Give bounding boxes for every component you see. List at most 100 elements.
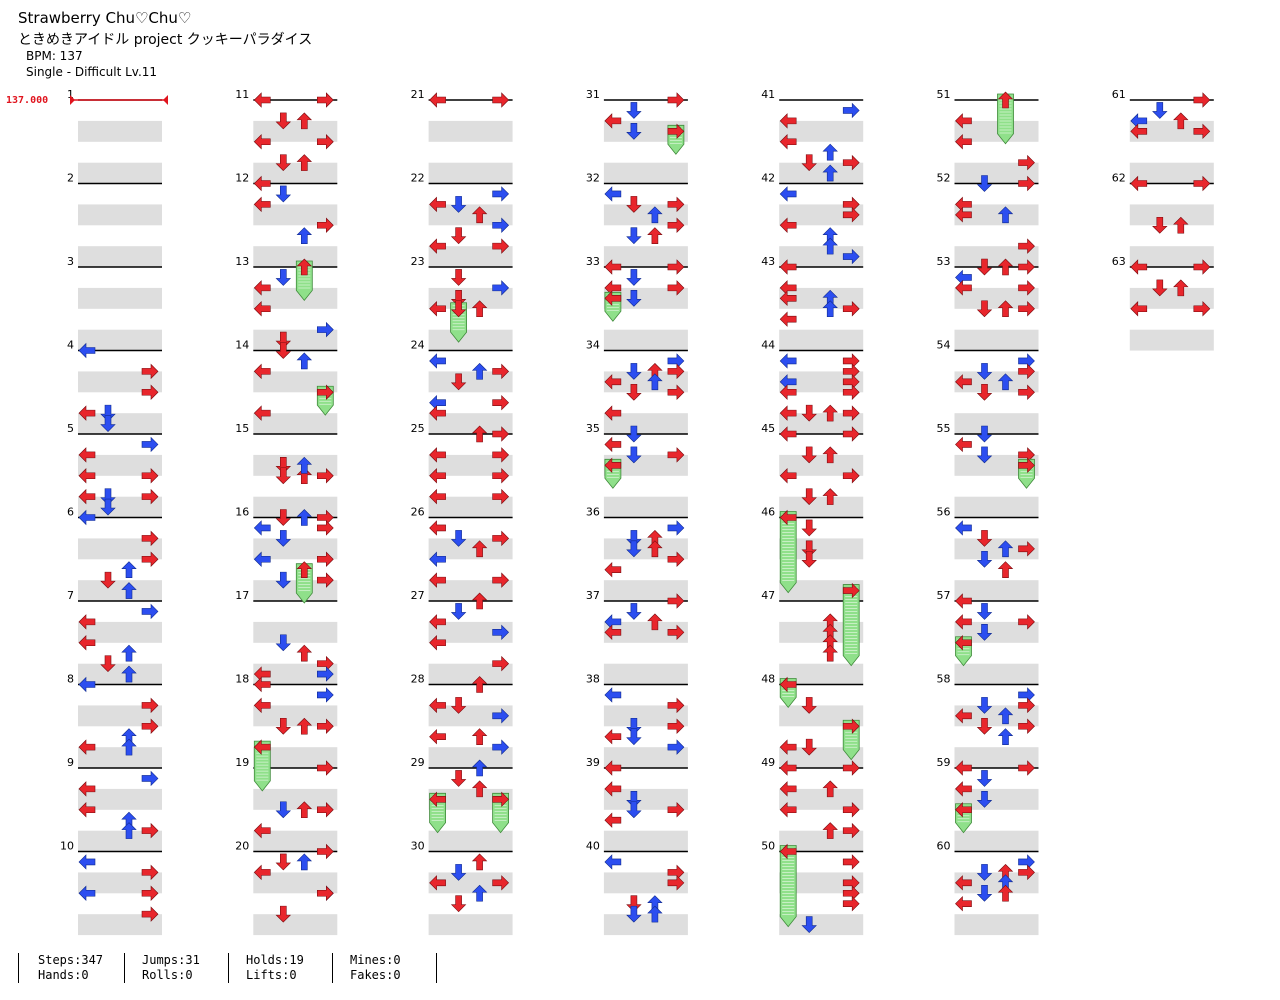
left-arrow-icon xyxy=(604,374,622,390)
right-arrow-icon xyxy=(842,854,860,870)
hold-note xyxy=(253,739,271,792)
measure-24: 24 xyxy=(411,339,513,435)
measure-number: 34 xyxy=(586,339,600,352)
beat-band xyxy=(428,454,513,476)
hold-body xyxy=(253,740,271,792)
left-arrow-icon xyxy=(429,353,446,369)
measure-number: 63 xyxy=(1112,255,1126,268)
up-arrow-icon xyxy=(296,456,313,474)
stat-holds: Holds:19 xyxy=(246,953,304,967)
measure-number: 4 xyxy=(67,339,74,352)
down-arrow-icon xyxy=(626,446,642,464)
up-arrow-icon xyxy=(822,488,838,505)
beat-band xyxy=(603,621,688,643)
right-arrow-icon xyxy=(667,92,685,108)
right-arrow-icon xyxy=(141,488,159,505)
measure-number: 47 xyxy=(761,589,775,602)
right-arrow-icon xyxy=(316,802,334,818)
left-arrow-icon xyxy=(429,697,446,714)
beat-band xyxy=(603,830,688,852)
left-arrow-icon xyxy=(604,259,622,275)
beat-band xyxy=(779,538,864,560)
left-arrow-icon xyxy=(253,301,271,317)
measure-55: 55 xyxy=(937,422,1039,518)
down-arrow-icon xyxy=(450,196,467,213)
beat-band xyxy=(603,914,688,936)
right-arrow-icon xyxy=(1018,175,1035,192)
left-arrow-icon xyxy=(955,614,972,630)
left-arrow-icon xyxy=(78,447,96,463)
measure-number: 8 xyxy=(67,673,74,686)
bpm-change-right-tick xyxy=(163,95,168,105)
right-arrow-icon xyxy=(316,321,334,338)
measure-25: 25 xyxy=(411,422,513,518)
stats-divider xyxy=(18,953,19,983)
left-arrow-icon xyxy=(429,488,446,505)
left-arrow-icon xyxy=(779,134,797,150)
up-arrow-icon xyxy=(471,362,488,380)
song-artist: ときめきアイドル project クッキーパラダイス xyxy=(18,32,313,48)
measure-13: 13 xyxy=(235,255,338,351)
measure-26: 26 xyxy=(411,506,513,602)
right-arrow-icon xyxy=(492,875,510,891)
right-arrow-icon xyxy=(1018,854,1035,870)
right-arrow-icon xyxy=(667,280,685,296)
beat-band xyxy=(603,162,688,184)
down-arrow-icon xyxy=(450,770,467,787)
beat-band xyxy=(603,204,688,226)
left-arrow-icon xyxy=(429,92,446,108)
down-arrow-icon xyxy=(100,404,116,422)
hold-note xyxy=(316,384,334,416)
right-arrow-icon xyxy=(492,655,510,672)
right-arrow-icon xyxy=(316,520,334,536)
right-arrow-icon xyxy=(667,624,685,641)
measure-48: 48 xyxy=(761,673,864,769)
stat-fakes: Fakes:0 xyxy=(350,968,401,982)
left-arrow-icon xyxy=(604,186,622,202)
left-arrow-icon xyxy=(78,739,96,755)
up-arrow-icon xyxy=(822,644,838,662)
down-arrow-icon xyxy=(275,717,292,735)
right-arrow-icon xyxy=(316,687,334,703)
measure-29: 29 xyxy=(411,756,513,852)
right-arrow-icon xyxy=(492,708,510,724)
left-arrow-icon xyxy=(779,426,797,442)
measure-number: 12 xyxy=(235,172,249,185)
measure-number: 55 xyxy=(937,422,951,435)
up-arrow-icon xyxy=(121,644,137,662)
measure-number: 31 xyxy=(586,88,600,101)
left-arrow-icon xyxy=(78,676,96,693)
down-arrow-icon xyxy=(976,446,993,464)
beat-band xyxy=(253,454,338,476)
stats-divider xyxy=(228,953,229,983)
beat-band xyxy=(78,830,162,852)
measure-number: 59 xyxy=(937,756,951,769)
beat-band xyxy=(779,371,864,393)
measure-53: 53 xyxy=(937,255,1039,351)
beat-band xyxy=(253,246,338,268)
right-arrow-icon xyxy=(1018,687,1035,703)
right-arrow-icon xyxy=(842,102,860,119)
left-arrow-icon xyxy=(604,405,622,421)
measure-28: 28 xyxy=(411,673,513,769)
left-arrow-icon xyxy=(429,447,446,463)
beat-band xyxy=(253,830,338,852)
measure-number: 20 xyxy=(235,840,249,853)
right-arrow-icon xyxy=(316,572,334,588)
up-arrow-icon xyxy=(997,300,1014,318)
right-arrow-icon xyxy=(316,760,334,776)
measure-number: 48 xyxy=(761,673,775,686)
beat-band xyxy=(603,788,688,810)
beat-band xyxy=(428,162,513,184)
right-arrow-icon xyxy=(667,123,685,140)
right-arrow-icon xyxy=(1018,353,1035,369)
left-arrow-icon xyxy=(78,509,96,526)
down-arrow-icon xyxy=(450,269,467,286)
beat-band xyxy=(78,663,162,685)
down-arrow-icon xyxy=(801,488,817,506)
left-arrow-icon xyxy=(779,781,797,797)
beat-band xyxy=(954,454,1039,476)
stats-group-steps: Steps:347 Hands:0 xyxy=(38,953,103,983)
up-arrow-icon xyxy=(822,446,838,464)
left-arrow-icon xyxy=(779,217,797,233)
